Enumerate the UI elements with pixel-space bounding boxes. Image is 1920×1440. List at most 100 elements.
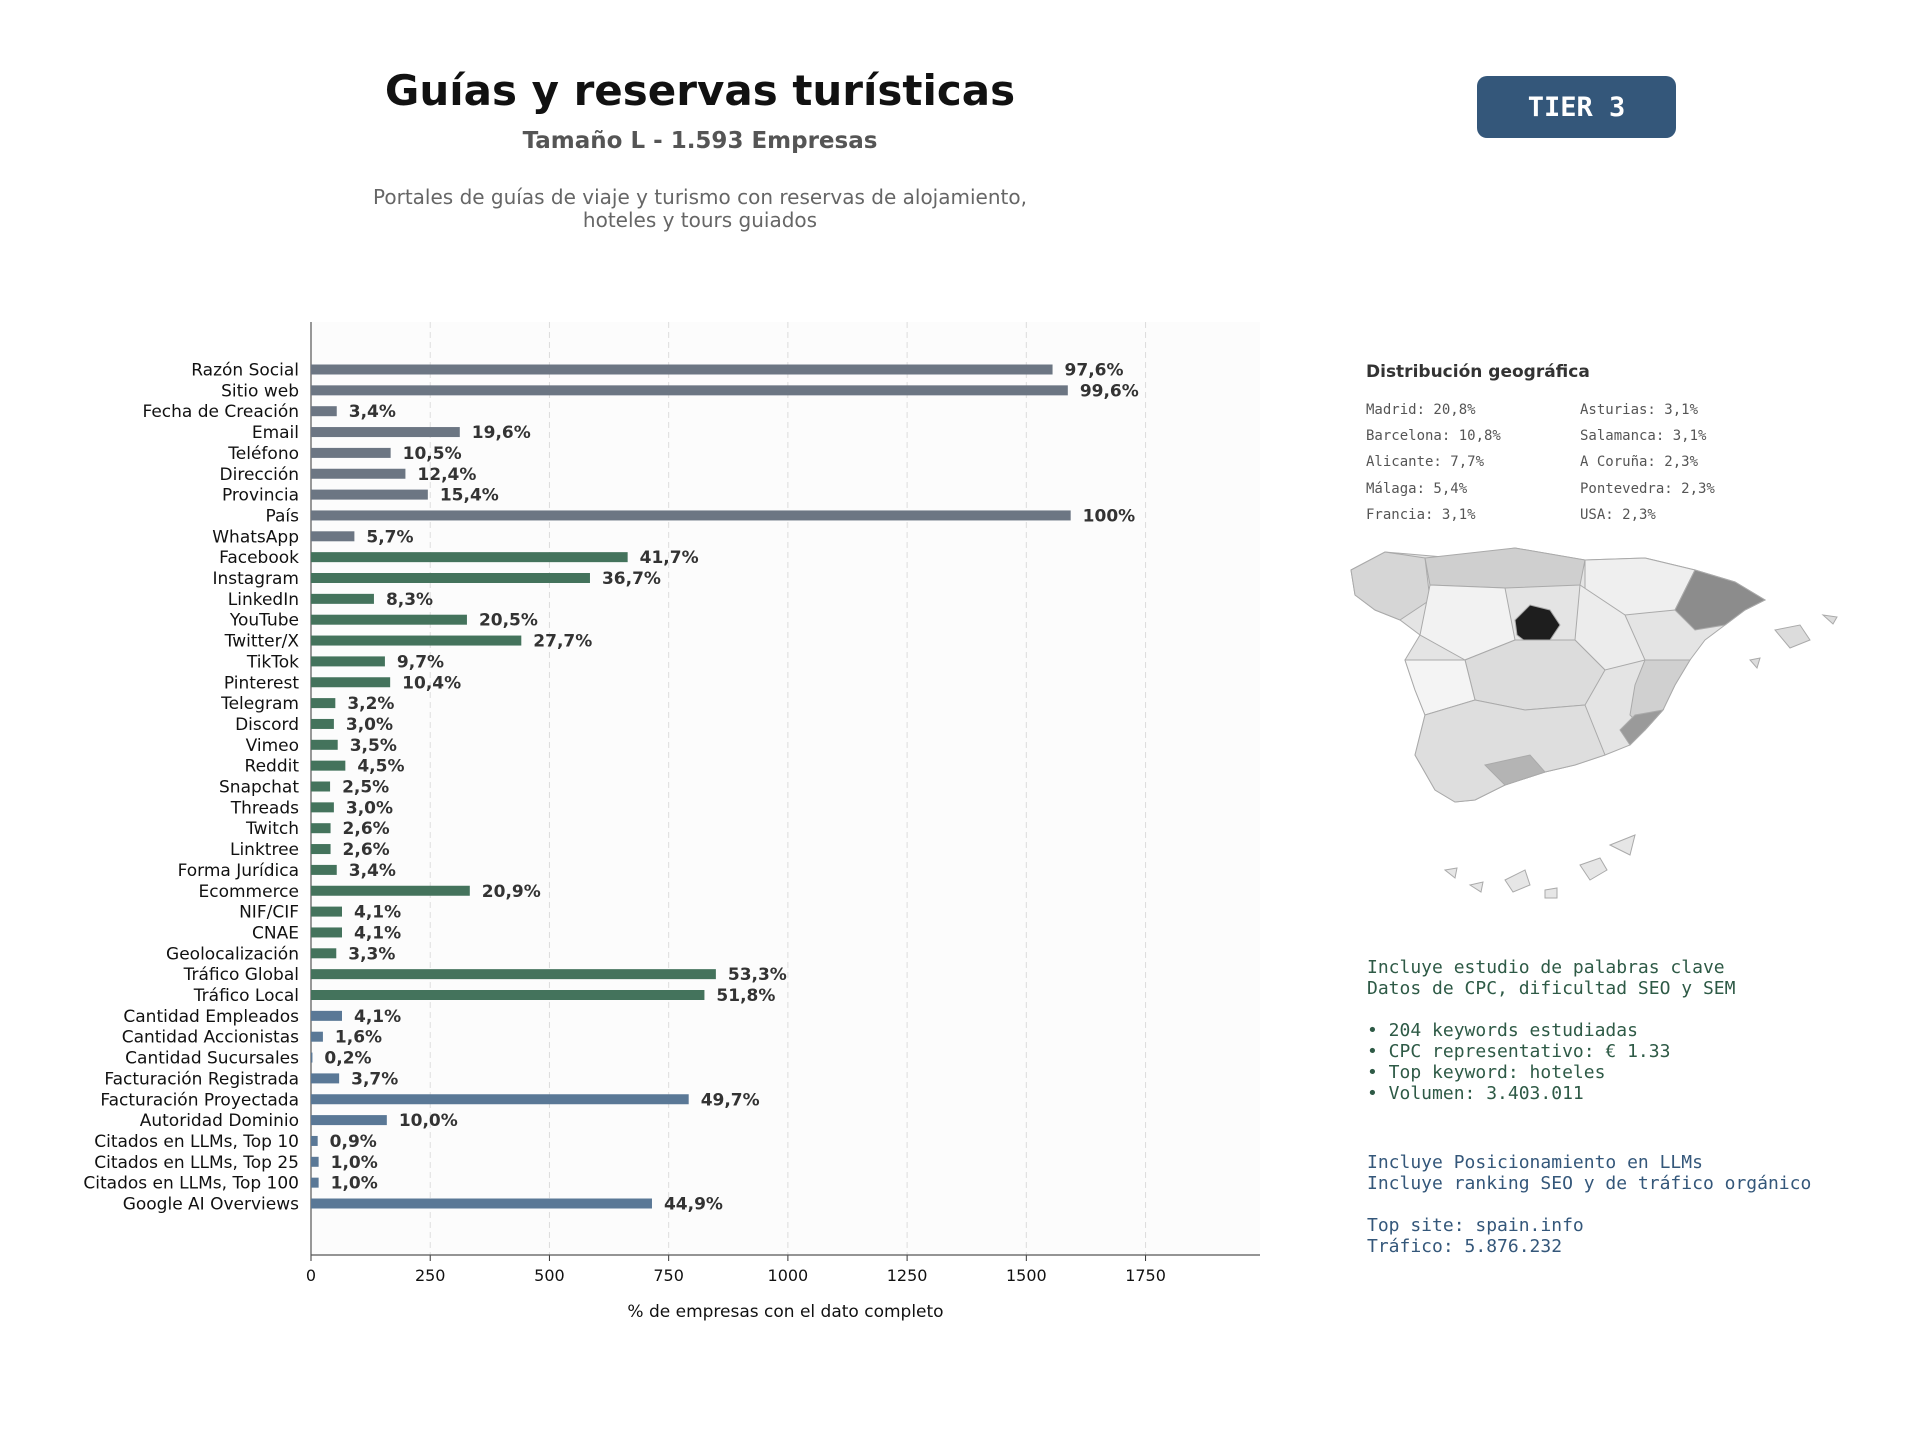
category-label: Razón Social bbox=[191, 361, 299, 381]
category-label: Pinterest bbox=[224, 673, 299, 693]
data-label: 20,5% bbox=[479, 611, 538, 631]
x-tick-label: 500 bbox=[534, 1266, 565, 1285]
data-label: 1,6% bbox=[335, 1028, 382, 1048]
bar bbox=[311, 823, 331, 834]
data-label: 5,7% bbox=[366, 527, 413, 547]
bar-chart: 0 250 500 750 1000 1250 1500 1750 Razón Social 97… bbox=[83, 322, 1260, 1322]
x-tick-label: 750 bbox=[653, 1266, 684, 1285]
data-label: 4,1% bbox=[354, 1007, 401, 1027]
description-line-2: hoteles y tours guiados bbox=[582, 208, 818, 232]
bar bbox=[311, 760, 346, 771]
data-label: 10,0% bbox=[399, 1111, 458, 1131]
geo-item: Alicante: 7,7% bbox=[1366, 454, 1485, 470]
category-label: Sitio web bbox=[221, 381, 299, 401]
llm-line-2: Incluye ranking SEO y de tráfico orgánic… bbox=[1367, 1173, 1812, 1194]
data-label: 3,5% bbox=[350, 736, 397, 756]
category-label: YouTube bbox=[229, 611, 299, 631]
bar bbox=[311, 385, 1068, 396]
data-label: 51,8% bbox=[716, 986, 775, 1006]
geo-item: USA: 2,3% bbox=[1580, 507, 1656, 523]
category-label: Citados en LLMs, Top 100 bbox=[83, 1174, 299, 1194]
data-label: 3,0% bbox=[346, 798, 393, 818]
data-label: 97,6% bbox=[1065, 361, 1124, 381]
category-label: LinkedIn bbox=[228, 590, 299, 610]
page-description: Portales de guías de viaje y turismo con… bbox=[300, 186, 1100, 232]
data-label: 0,2% bbox=[324, 1049, 371, 1069]
geo-title: Distribución geográfica bbox=[1366, 362, 1590, 382]
category-label: Facturación Registrada bbox=[104, 1069, 299, 1089]
category-label: Geolocalización bbox=[166, 944, 299, 964]
bar bbox=[311, 447, 391, 458]
bar bbox=[311, 573, 590, 583]
bar bbox=[311, 802, 334, 813]
geo-item: Salamanca: 3,1% bbox=[1580, 428, 1707, 444]
category-label: Email bbox=[252, 423, 299, 443]
seo-bullet: • 204 keywords estudiadas bbox=[1367, 1020, 1638, 1041]
data-label: 10,4% bbox=[402, 673, 461, 693]
x-tick-label: 250 bbox=[415, 1266, 446, 1285]
map-region-canarias-4 bbox=[1544, 887, 1558, 899]
data-label: 3,7% bbox=[351, 1069, 398, 1089]
category-label: Discord bbox=[235, 715, 299, 735]
category-label: Autoridad Dominio bbox=[140, 1111, 299, 1131]
map-region-canarias-6 bbox=[1608, 834, 1636, 856]
category-label: Provincia bbox=[222, 486, 299, 506]
data-label: 1,0% bbox=[331, 1153, 378, 1173]
bar bbox=[311, 677, 391, 688]
category-label: Cantidad Accionistas bbox=[122, 1028, 299, 1048]
page-title: Guías y reservas turísticas bbox=[384, 66, 1016, 115]
data-label: 10,5% bbox=[403, 444, 462, 464]
bar bbox=[311, 906, 342, 917]
category-label: Google AI Overviews bbox=[123, 1195, 299, 1215]
data-label: 8,3% bbox=[386, 590, 433, 610]
category-label: CNAE bbox=[252, 923, 299, 943]
bar bbox=[311, 718, 334, 729]
data-label: 19,6% bbox=[472, 423, 531, 443]
map-region-canarias-3 bbox=[1504, 869, 1531, 893]
bar bbox=[311, 885, 470, 896]
data-label: 3,4% bbox=[349, 402, 396, 422]
data-label: 3,0% bbox=[346, 715, 393, 735]
category-label: Threads bbox=[230, 798, 299, 818]
category-label: Fecha de Creación bbox=[142, 402, 299, 422]
bar bbox=[311, 1135, 318, 1146]
bar bbox=[311, 531, 355, 542]
data-label: 4,1% bbox=[354, 923, 401, 943]
map-region-menorca bbox=[1821, 614, 1838, 625]
data-label: 41,7% bbox=[640, 548, 699, 568]
seo-bullet: • Top keyword: hoteles bbox=[1367, 1062, 1606, 1083]
data-label: 20,9% bbox=[482, 882, 541, 902]
map-region-canarias-1 bbox=[1443, 867, 1458, 879]
bar bbox=[311, 844, 331, 855]
bar bbox=[311, 1198, 652, 1209]
data-label: 3,2% bbox=[347, 694, 394, 714]
data-label: 4,1% bbox=[354, 903, 401, 923]
geo-item: Asturias: 3,1% bbox=[1580, 402, 1699, 418]
bar bbox=[311, 1052, 313, 1063]
x-axis-title: % de empresas con el dato completo bbox=[627, 1302, 943, 1322]
category-label: Tráfico Local bbox=[193, 986, 299, 1006]
seo-line-2: Datos de CPC, dificultad SEO y SEM bbox=[1367, 978, 1736, 999]
bar bbox=[311, 1073, 340, 1084]
category-label: Twitter/X bbox=[224, 632, 300, 652]
geo-item: Málaga: 5,4% bbox=[1366, 481, 1468, 497]
page-subtitle: Tamaño L - 1.593 Empresas bbox=[522, 128, 878, 154]
spain-map bbox=[1350, 547, 1838, 899]
category-label: Snapchat bbox=[219, 778, 299, 798]
geo-item: A Coruña: 2,3% bbox=[1580, 454, 1699, 470]
data-label: 44,9% bbox=[664, 1195, 723, 1215]
geo-item: Pontevedra: 2,3% bbox=[1580, 481, 1715, 497]
bar bbox=[311, 489, 428, 500]
map-region-balearic bbox=[1774, 624, 1811, 649]
bar bbox=[311, 635, 522, 646]
bar bbox=[311, 948, 337, 959]
llm-traffic: Tráfico: 5.876.232 bbox=[1367, 1236, 1563, 1257]
bar bbox=[311, 1010, 342, 1021]
data-label: 27,7% bbox=[533, 632, 592, 652]
data-label: 49,7% bbox=[701, 1090, 760, 1110]
seo-bullet: • CPC representativo: € 1.33 bbox=[1367, 1041, 1671, 1062]
bar bbox=[311, 990, 705, 1000]
map-region-canarias-2 bbox=[1468, 881, 1484, 893]
bar bbox=[311, 552, 628, 563]
category-label: Linktree bbox=[230, 840, 299, 860]
